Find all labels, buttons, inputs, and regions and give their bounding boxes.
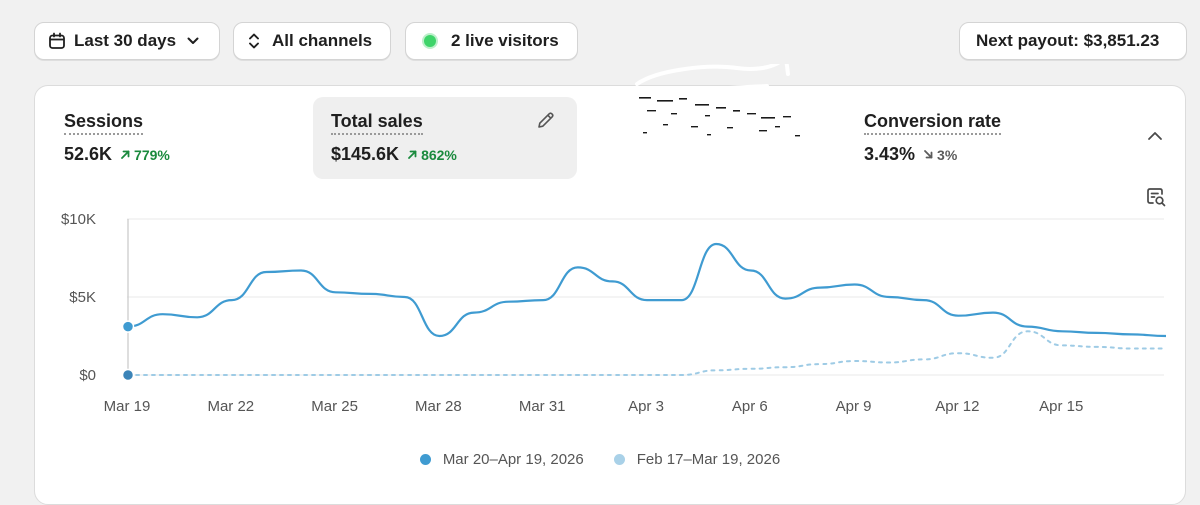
- metric-change: 3%: [923, 147, 957, 163]
- chart-legend: Mar 20–Apr 19, 2026 Feb 17–Mar 19, 2026: [0, 451, 1200, 468]
- chevron-up-down-icon: [247, 32, 261, 50]
- metric-label: Conversion rate: [864, 110, 1002, 135]
- metric-change-value: 862%: [421, 146, 457, 163]
- arrow-up-right-icon: [121, 150, 130, 159]
- live-dot-icon: [424, 35, 436, 47]
- channels-button[interactable]: All channels: [233, 22, 391, 60]
- chevron-up-icon[interactable]: [1146, 129, 1164, 148]
- date-range-label: Last 30 days: [74, 31, 177, 50]
- live-visitors-button[interactable]: 2 live visitors: [405, 22, 578, 60]
- metric-value: 52.6K: [64, 144, 113, 164]
- metric-change: 862%: [407, 147, 457, 163]
- metric-value-row: $145.6K 862%: [331, 144, 457, 165]
- chart-search-icon[interactable]: [1145, 186, 1167, 213]
- next-payout-label: Next payout: $3,851.23: [976, 31, 1160, 50]
- legend-swatch: [613, 454, 625, 465]
- metric-change: 779%: [120, 147, 170, 163]
- legend-swatch: [419, 454, 431, 465]
- calendar-icon: [48, 32, 66, 50]
- selected-metric-highlight: [313, 97, 577, 179]
- chevron-down-icon: [186, 34, 200, 48]
- pencil-icon[interactable]: [536, 110, 556, 135]
- legend-label: Mar 20–Apr 19, 2026: [442, 451, 584, 468]
- legend-item-current[interactable]: Mar 20–Apr 19, 2026: [419, 451, 584, 468]
- analytics-card: Sessions 52.6K 779% Total sales $145.6K …: [34, 64, 1186, 505]
- legend-item-previous[interactable]: Feb 17–Mar 19, 2026: [613, 451, 781, 468]
- metric-value: 3.43%: [864, 144, 916, 164]
- metric-value-row: 3.43% 3%: [864, 144, 957, 165]
- arrow-down-right-icon: [924, 150, 933, 159]
- arrow-up-right-icon: [408, 150, 417, 159]
- next-payout-button[interactable]: Next payout: $3,851.23: [959, 22, 1187, 60]
- date-range-button[interactable]: Last 30 days: [34, 22, 220, 60]
- metric-value: $145.6K: [331, 144, 400, 164]
- legend-label: Feb 17–Mar 19, 2026: [636, 451, 781, 468]
- metric-change-value: 3%: [937, 146, 958, 163]
- metric-value-row: 52.6K 779%: [64, 144, 170, 165]
- redaction-scribble: [587, 64, 837, 174]
- metric-change-value: 779%: [134, 146, 170, 163]
- channels-label: All channels: [272, 31, 373, 50]
- metric-label: Sessions: [64, 110, 144, 135]
- metric-label: Total sales: [331, 110, 423, 135]
- live-visitors-label: 2 live visitors: [451, 31, 559, 50]
